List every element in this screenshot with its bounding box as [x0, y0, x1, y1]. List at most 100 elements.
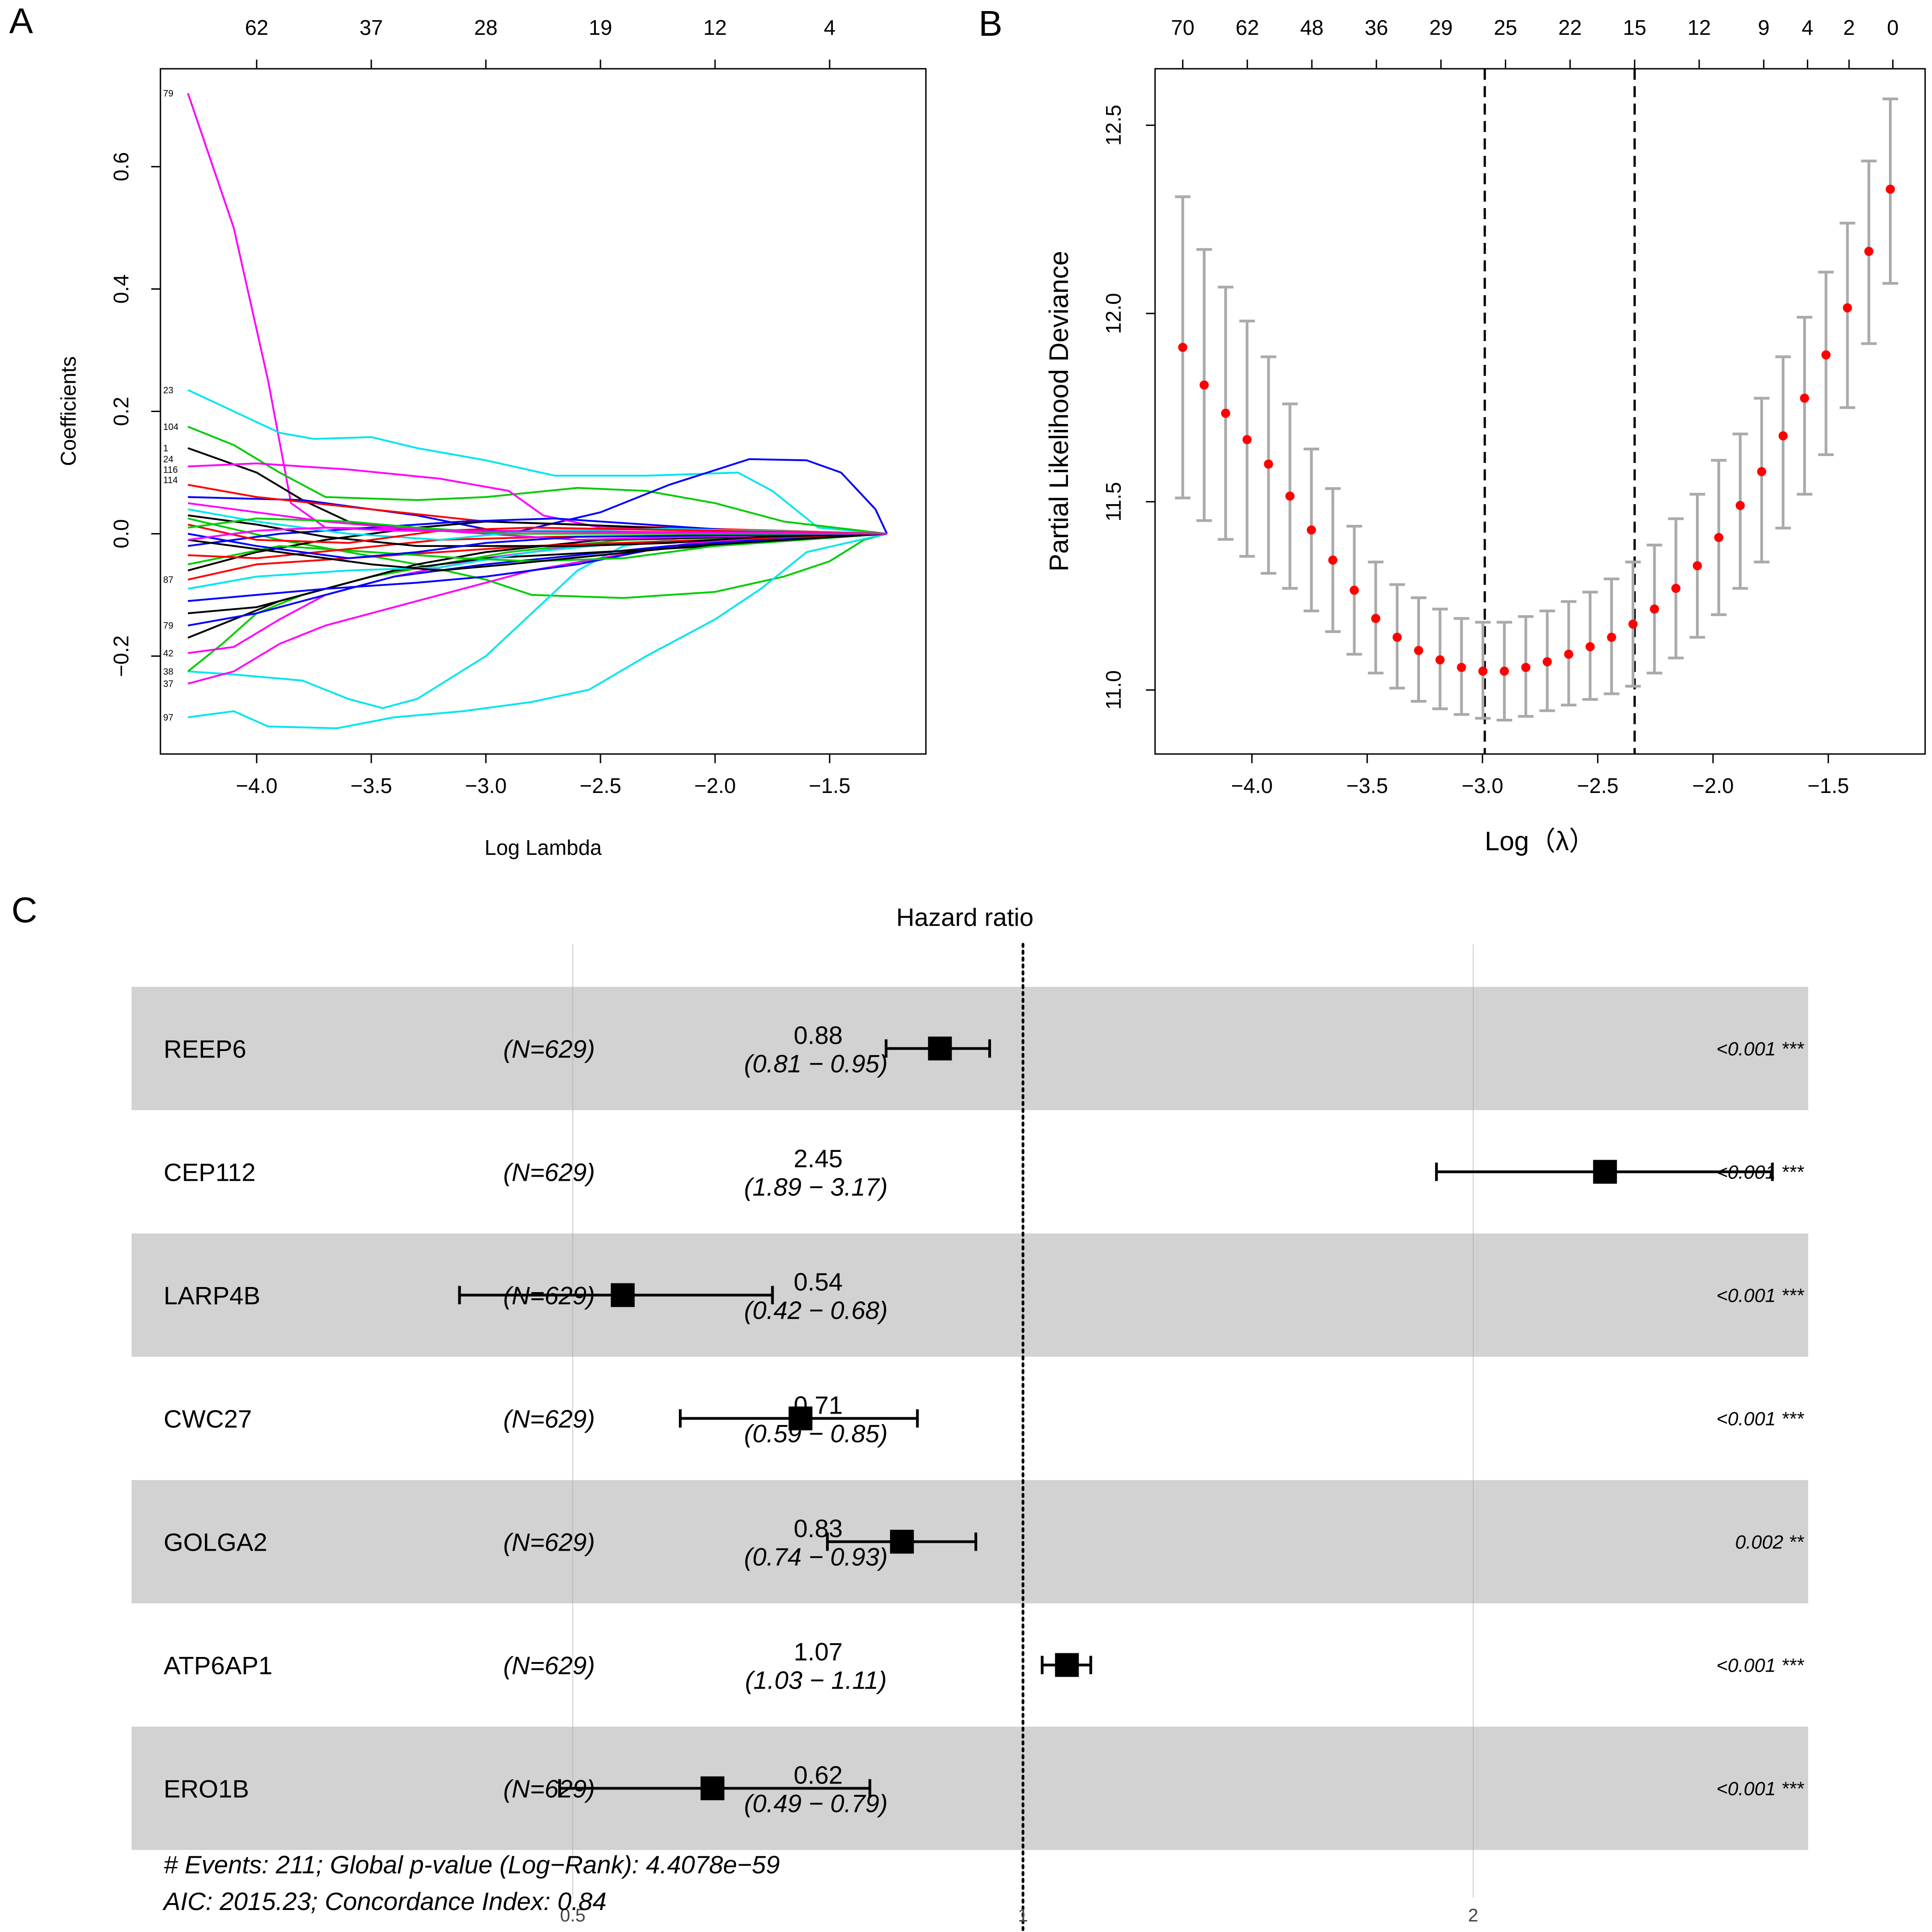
panel-letter-a: A: [9, 0, 33, 41]
hazard-ratio-value: 1.07: [793, 1638, 842, 1666]
error-bar: [1796, 316, 1812, 496]
hazard-ratio-marker: [1593, 1160, 1617, 1184]
deviance-point: [1607, 633, 1616, 642]
hazard-ratio-value: 0.88: [793, 1021, 842, 1050]
y-tick-label: 0.2: [109, 397, 133, 426]
hazard-ratio-value: 0.83: [793, 1514, 842, 1543]
line-label: 104: [163, 422, 178, 432]
line-label: 24: [163, 455, 173, 465]
p-value: <0.001 ***: [1717, 1655, 1805, 1676]
deviance-point: [1542, 657, 1552, 666]
x-tick-label: −2.0: [1692, 774, 1734, 798]
coefficient-path-19: [187, 533, 887, 581]
hazard-ratio-marker: [700, 1776, 725, 1800]
x-tick-label: −2.0: [694, 774, 736, 798]
top-tick-label: 12: [703, 16, 727, 39]
sample-size: (N=629): [503, 1158, 595, 1187]
top-tick-label: 25: [1494, 16, 1517, 39]
p-value: 0.002 **: [1735, 1531, 1805, 1553]
top-tick-label: 12: [1687, 16, 1711, 39]
panel-c-x-axis: 0.5 1 2: [560, 1905, 1478, 1926]
panel-b-top-axis: 70 62 48 36 29 25 22 15 12 9 4 2 0: [1171, 16, 1899, 69]
deviance-point: [1843, 303, 1852, 313]
panel-c-title: Hazard ratio: [896, 903, 1034, 931]
variable-name: ATP6AP1: [164, 1651, 272, 1680]
deviance-point: [1478, 666, 1488, 676]
forest-row: CWC27 (N=629) 0.71(0.59 − 0.85)<0.001 ***: [164, 1391, 1805, 1448]
panel-b-y-axis-label: Partial Likelihood Deviance: [1044, 251, 1074, 572]
x-tick-label: 0.5: [560, 1905, 586, 1926]
hazard-ratio-marker: [1055, 1653, 1079, 1677]
sample-size: (N=629): [503, 1405, 595, 1433]
deviance-point: [1221, 408, 1230, 418]
hazard-ratio-marker: [788, 1406, 813, 1431]
panel-letter-c: C: [11, 890, 37, 930]
coefficient-path-31: [187, 527, 887, 541]
deviance-point: [1864, 247, 1874, 256]
deviance-point: [1371, 614, 1381, 623]
panel-a-top-axis: 62 37 28 19 12 4: [245, 16, 836, 69]
forest-row: REEP6 (N=629) 0.88(0.81 − 0.95) <0.001 ***: [164, 1021, 1805, 1078]
confidence-interval: (1.03 − 1.11): [745, 1666, 886, 1695]
variable-name: CWC27: [164, 1405, 252, 1433]
top-tick-label: 62: [245, 16, 268, 39]
panel-b-points: [1178, 184, 1895, 676]
top-tick-label: 0: [1887, 16, 1899, 39]
confidence-interval: (0.49 − 0.79): [744, 1789, 887, 1818]
coefficient-path-28: [187, 533, 887, 559]
variable-name: ERO1B: [164, 1775, 249, 1803]
error-bar: [1754, 396, 1770, 564]
coefficient-path-16: [187, 533, 887, 614]
deviance-point: [1628, 619, 1638, 629]
deviance-point: [1800, 393, 1809, 403]
top-tick-label: 62: [1236, 16, 1259, 39]
panel-a-x-axis-label: Log Lambda: [484, 836, 602, 859]
top-tick-label: 15: [1623, 16, 1646, 39]
deviance-point: [1650, 604, 1659, 614]
hazard-ratio-value: 0.54: [793, 1268, 842, 1296]
line-label: 37: [163, 679, 173, 689]
line-label: 97: [163, 713, 173, 723]
top-tick-label: 48: [1300, 16, 1323, 39]
top-tick-label: 9: [1758, 16, 1770, 39]
line-label: 38: [163, 667, 173, 677]
coefficient-path-25: [187, 508, 887, 541]
forest-row: ATP6AP1 (N=629) 1.07(1.03 − 1.11) <0.001 **…: [164, 1638, 1805, 1695]
y-tick-label: −0.2: [109, 635, 133, 677]
confidence-interval: (0.81 − 0.95): [744, 1050, 887, 1078]
sample-size: (N=629): [503, 1035, 595, 1063]
y-tick-label: 0.6: [109, 152, 133, 182]
line-label: 87: [163, 575, 173, 585]
x-tick-label: −1.5: [1807, 774, 1849, 798]
top-tick-label: 4: [824, 16, 836, 39]
x-tick-label: −4.0: [1231, 774, 1273, 798]
panel-c-forest-plot: Hazard ratio REEP6 (N=629) 0.88(0.81 − 0.9…: [132, 903, 1808, 1932]
forest-row: LARP4B (N=629) 0.54(0.42 − 0.68)<0.001 ***: [164, 1268, 1805, 1325]
top-tick-label: 19: [589, 16, 612, 39]
deviance-point: [1349, 585, 1359, 595]
confidence-interval: (0.59 − 0.85): [744, 1420, 887, 1448]
panel-b-y-axis: 11.0 11.5 12.0 12.5: [1101, 105, 1155, 710]
deviance-point: [1178, 342, 1188, 352]
panel-letter-b: B: [979, 3, 1002, 44]
deviance-point: [1735, 501, 1745, 510]
x-tick-label: −2.5: [580, 774, 622, 798]
x-tick-label: 2: [1468, 1905, 1478, 1926]
deviance-point: [1242, 435, 1252, 445]
deviance-point: [1285, 491, 1295, 501]
top-tick-label: 29: [1429, 16, 1453, 39]
coefficient-path-6: [187, 484, 887, 535]
top-tick-label: 22: [1558, 16, 1582, 39]
error-bar: [1818, 270, 1834, 456]
x-tick-label: −1.5: [809, 774, 851, 798]
row-band: [132, 1233, 1808, 1357]
hazard-ratio-value: 0.62: [793, 1761, 842, 1789]
coefficient-path-2: [187, 389, 887, 535]
line-label: 79: [163, 88, 173, 99]
sample-size: (N=629): [503, 1651, 595, 1680]
line-label: 23: [163, 385, 173, 396]
panel-b-x-axis: −4.0 −3.5 −3.0 −2.5 −2.0 −1.5: [1231, 754, 1849, 798]
top-tick-label: 36: [1365, 16, 1388, 39]
